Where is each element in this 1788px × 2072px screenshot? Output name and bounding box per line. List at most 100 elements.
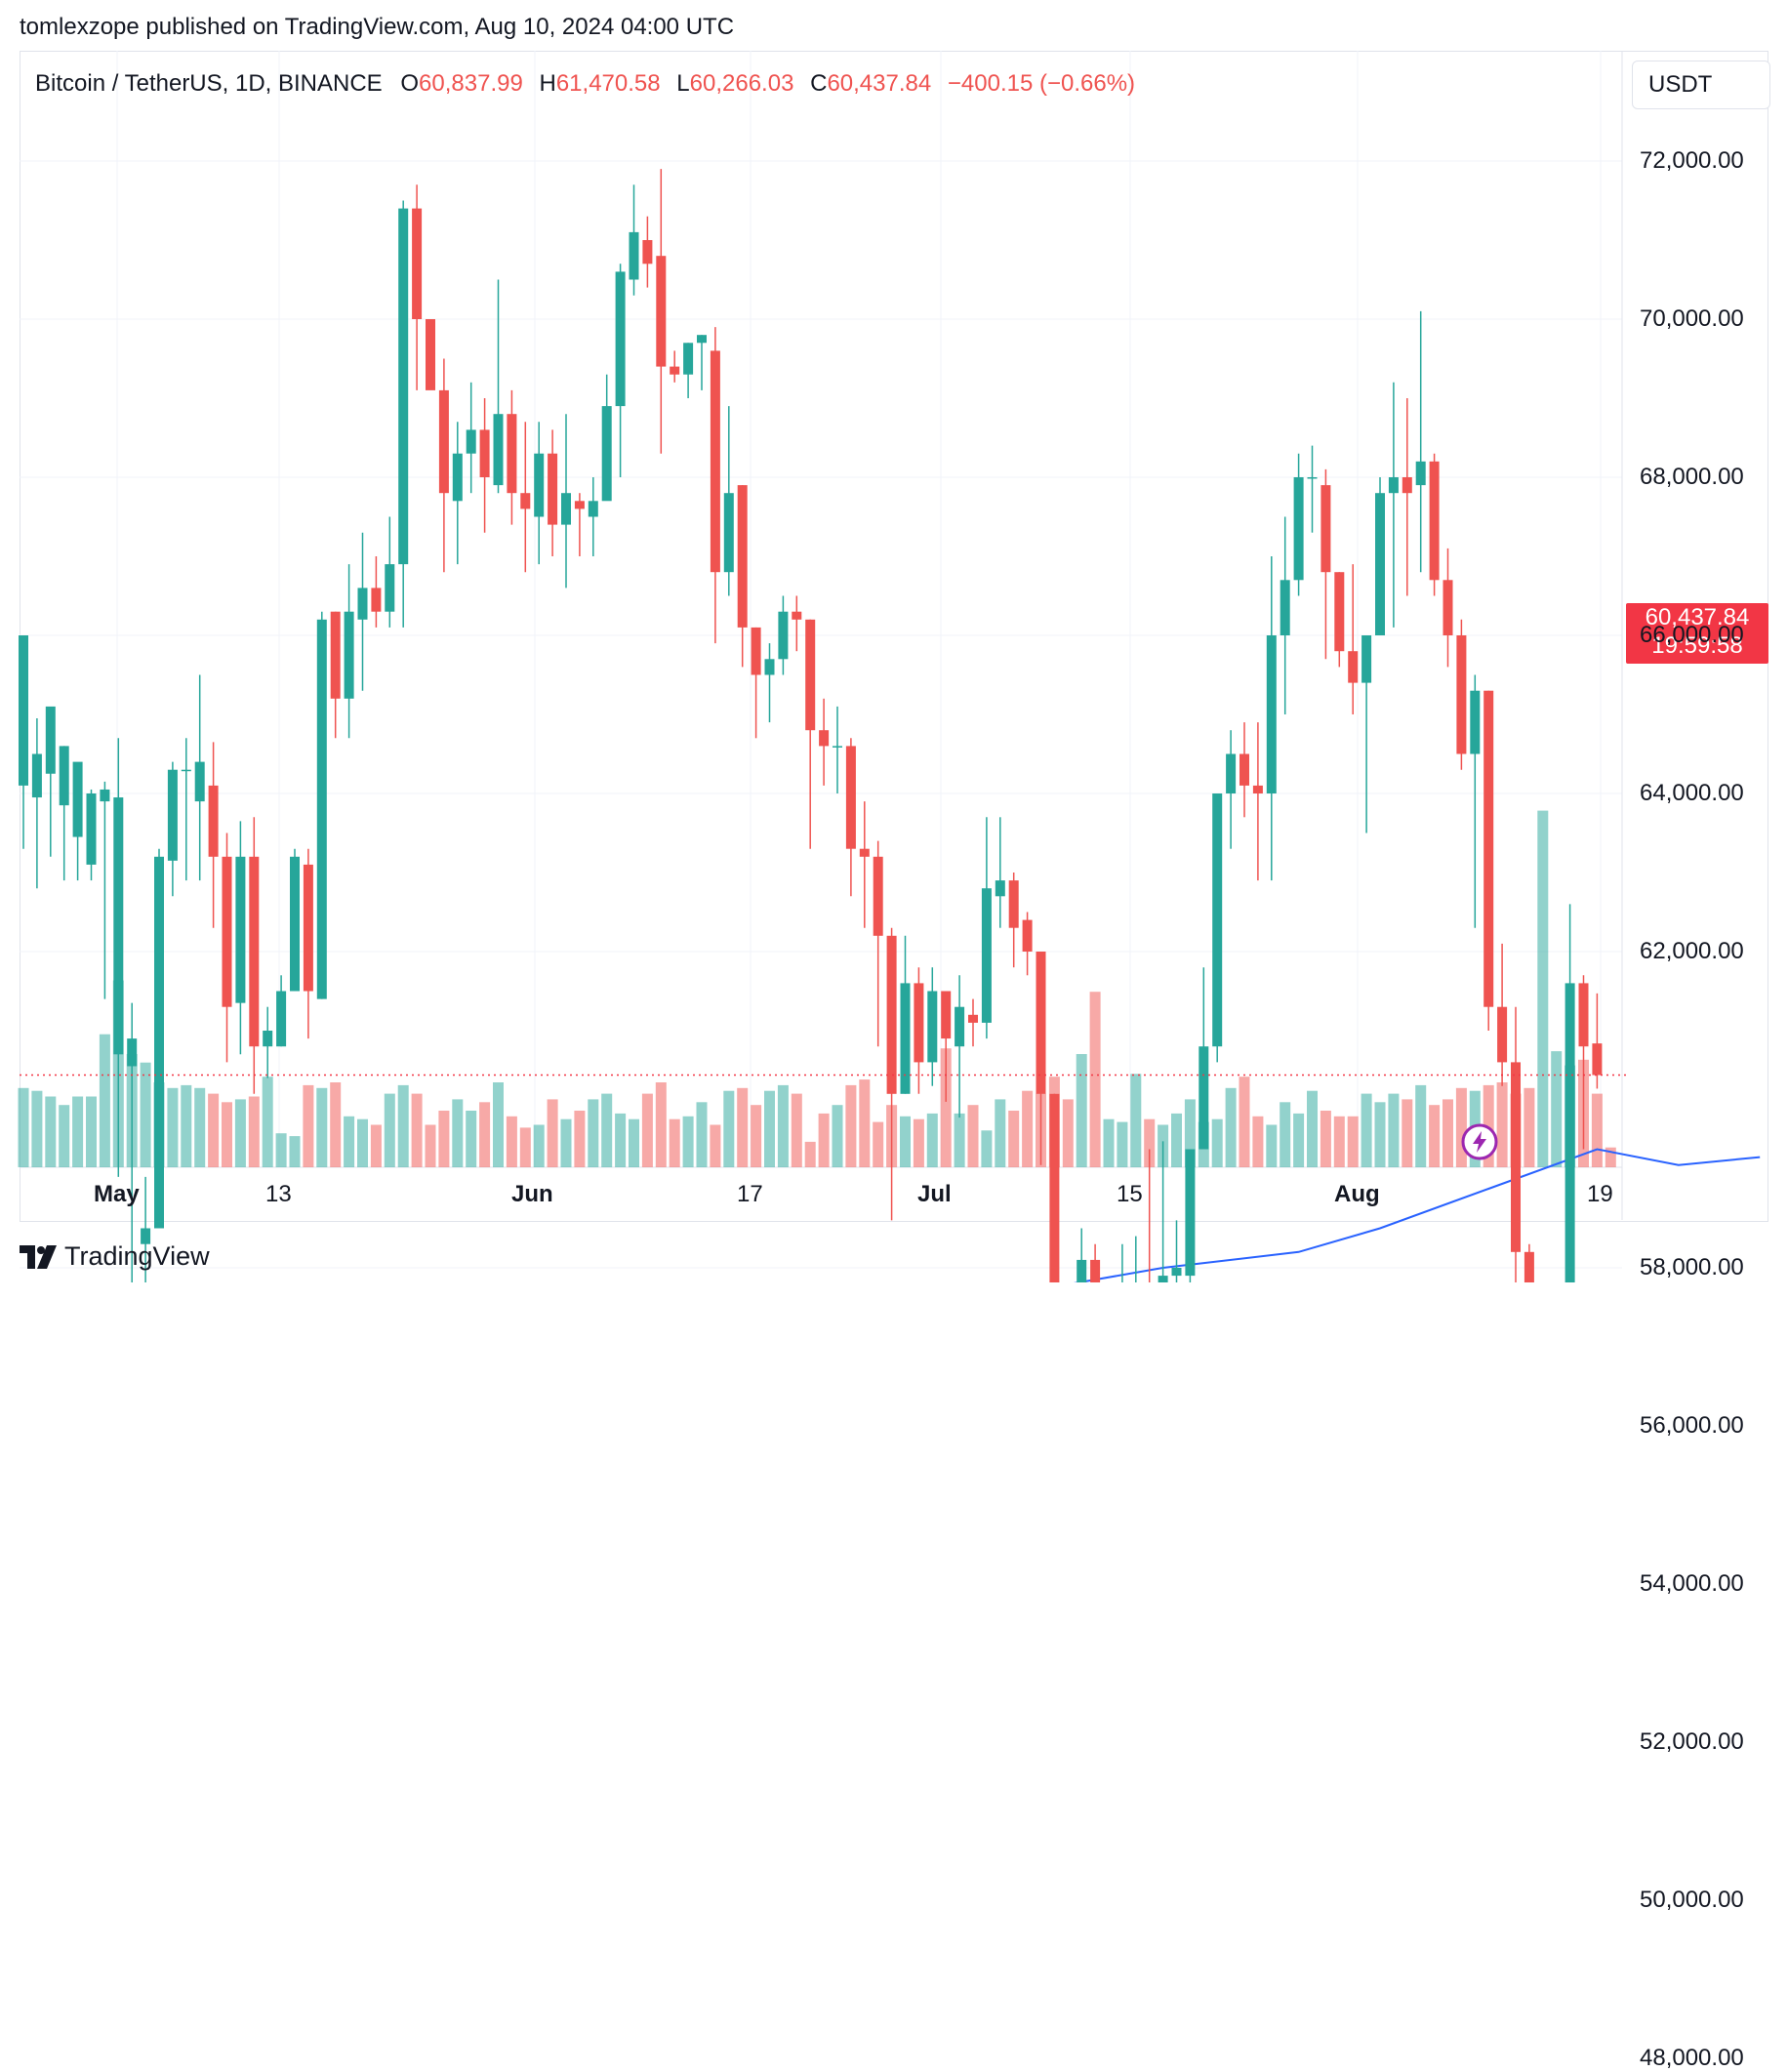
candle[interactable] (357, 532, 368, 691)
candle[interactable] (1307, 445, 1318, 533)
candle[interactable] (113, 738, 124, 1177)
candle[interactable] (615, 264, 626, 477)
candle[interactable] (100, 781, 110, 999)
candle[interactable] (968, 998, 978, 1047)
candle[interactable] (1415, 310, 1426, 573)
candle[interactable] (1443, 548, 1453, 668)
candle[interactable] (629, 184, 639, 296)
candle[interactable] (819, 698, 830, 786)
candle[interactable] (1036, 952, 1046, 1165)
candle[interactable] (574, 493, 585, 556)
candle[interactable] (520, 422, 531, 573)
candle[interactable] (1090, 1243, 1101, 1282)
candle[interactable] (452, 422, 463, 565)
candle[interactable] (1348, 564, 1359, 714)
candle[interactable] (330, 611, 341, 739)
candle[interactable] (1483, 690, 1494, 1031)
candle[interactable] (1252, 722, 1263, 881)
candle[interactable] (1077, 1228, 1087, 1283)
candle[interactable] (778, 595, 789, 675)
candle[interactable] (927, 967, 938, 1086)
candle[interactable] (371, 556, 382, 628)
candle[interactable] (873, 840, 883, 1047)
candle[interactable] (1361, 635, 1372, 833)
candle[interactable] (955, 975, 965, 1118)
candle[interactable] (1293, 453, 1304, 596)
candle[interactable] (1226, 730, 1237, 849)
candle[interactable] (1185, 1149, 1196, 1283)
candle[interactable] (1212, 793, 1223, 1063)
candle[interactable] (1524, 1243, 1534, 1282)
candle[interactable] (1266, 556, 1277, 881)
candle[interactable] (534, 422, 545, 565)
candle[interactable] (1402, 398, 1412, 596)
candle[interactable] (72, 761, 83, 881)
candle[interactable] (1388, 382, 1399, 628)
candle[interactable] (1321, 468, 1331, 660)
candle[interactable] (737, 485, 748, 668)
candle[interactable] (86, 789, 97, 881)
candle[interactable] (194, 674, 205, 881)
candle[interactable] (859, 801, 870, 928)
candle[interactable] (792, 595, 802, 652)
lightning-bolt-icon[interactable] (1460, 1122, 1499, 1161)
candle[interactable] (723, 406, 734, 596)
candle[interactable] (710, 327, 720, 644)
candle[interactable] (249, 817, 260, 1094)
candle[interactable] (670, 350, 680, 383)
candle[interactable] (276, 975, 287, 1047)
candle[interactable] (1158, 1141, 1168, 1282)
candle[interactable] (290, 848, 300, 992)
candle[interactable] (316, 611, 327, 999)
candle[interactable] (1511, 1006, 1521, 1282)
candle[interactable] (479, 398, 490, 533)
candle[interactable] (45, 706, 56, 857)
candle[interactable] (507, 389, 517, 525)
candle[interactable] (141, 1176, 151, 1282)
candle[interactable] (1578, 975, 1589, 1150)
candle[interactable] (1145, 1149, 1155, 1283)
tradingview-watermark[interactable]: TradingView (20, 1241, 210, 1272)
candle[interactable] (995, 817, 1005, 928)
candle[interactable] (222, 833, 232, 1063)
candle[interactable] (127, 1002, 138, 1282)
candle[interactable] (886, 927, 897, 1221)
candle[interactable] (941, 991, 952, 1102)
candle[interactable] (656, 169, 667, 454)
candle[interactable] (751, 627, 761, 739)
candle[interactable] (1239, 722, 1249, 818)
candle[interactable] (601, 374, 612, 502)
candle[interactable] (1199, 967, 1209, 1150)
candle[interactable] (588, 477, 598, 556)
candle[interactable] (59, 746, 69, 881)
candle[interactable] (1497, 943, 1508, 1086)
candle[interactable] (1334, 572, 1345, 668)
candle[interactable] (764, 643, 775, 723)
candle[interactable] (845, 738, 856, 897)
candle[interactable] (426, 319, 435, 390)
currency-selector[interactable]: USDT (1632, 61, 1770, 109)
candle[interactable] (1118, 1243, 1127, 1282)
candle[interactable] (914, 967, 924, 1094)
candlestick-chart[interactable] (0, 0, 1788, 1282)
candle[interactable] (438, 358, 449, 573)
candle[interactable] (1171, 1220, 1182, 1282)
candle[interactable] (385, 516, 395, 628)
candle[interactable] (1131, 1236, 1141, 1282)
candle[interactable] (303, 848, 313, 1039)
candle[interactable] (181, 738, 191, 881)
candle[interactable] (167, 761, 178, 897)
candle[interactable] (466, 382, 476, 494)
candle[interactable] (981, 817, 992, 1039)
candle[interactable] (31, 718, 42, 889)
candle[interactable] (805, 619, 816, 849)
candle[interactable] (1375, 477, 1385, 635)
candle[interactable] (642, 216, 653, 288)
candle[interactable] (683, 343, 694, 398)
candle[interactable] (154, 848, 164, 1229)
candle[interactable] (412, 184, 423, 390)
candle[interactable] (493, 279, 504, 494)
candle[interactable] (561, 414, 571, 589)
candle[interactable] (344, 564, 354, 739)
candle[interactable] (19, 635, 28, 849)
